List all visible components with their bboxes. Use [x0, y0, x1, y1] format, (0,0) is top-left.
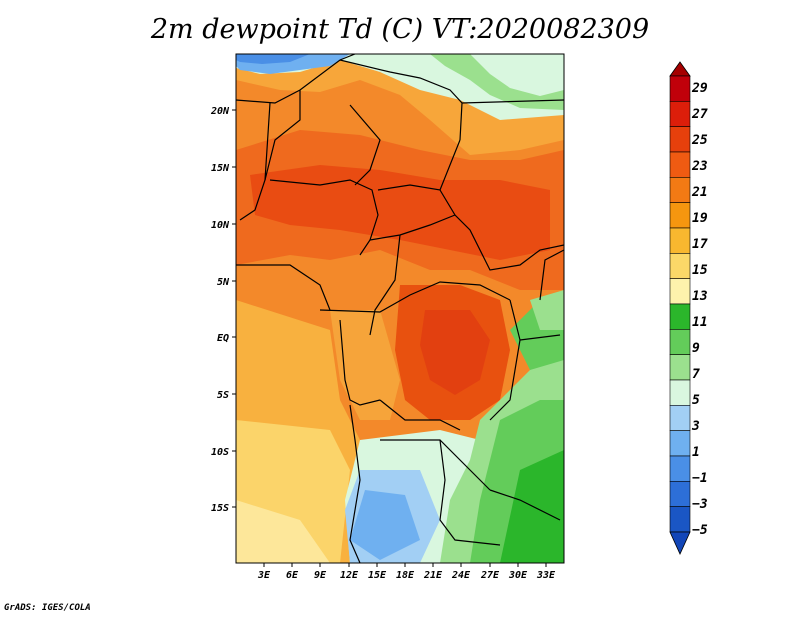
lon-label: 6E	[286, 570, 299, 581]
colorbar-cell	[669, 202, 691, 229]
country-borders	[236, 54, 564, 563]
colorbar-cell	[669, 101, 691, 127]
colorbar-label: 23	[691, 159, 708, 174]
colorbar-cell	[669, 430, 691, 457]
colorbar-label: −3	[692, 497, 708, 512]
colorbar-cell	[669, 75, 691, 102]
colorbar-label: 1	[692, 445, 700, 460]
lon-label: 18E	[396, 570, 415, 581]
lon-label: 27E	[480, 570, 500, 581]
lon-label: 15E	[368, 570, 387, 581]
colorbar-label: 17	[692, 237, 708, 252]
colorbar-label: 15	[692, 263, 708, 278]
lat-label: 15S	[211, 503, 229, 514]
colorbar-label: −1	[692, 471, 708, 486]
credit-label: GrADS: IGES/COLA	[4, 603, 91, 613]
colorbar-cell	[669, 354, 691, 381]
colorbar-label: 11	[692, 315, 708, 330]
colorbar-label: 25	[691, 133, 708, 148]
lat-label: 10N	[211, 220, 230, 231]
colorbar-cell	[669, 278, 691, 305]
colorbar-label: 7	[692, 367, 700, 382]
chart-title: 2m dewpoint Td (C) VT:2020082309	[150, 14, 650, 45]
colorbar-cell	[669, 303, 691, 330]
lat-label: 5S	[217, 390, 229, 401]
colorbar-cell	[669, 481, 691, 507]
colorbar-cell	[669, 455, 691, 482]
colorbar-cell	[669, 379, 691, 406]
colorbar-cell	[669, 227, 691, 254]
colorbar-top-arrow	[669, 61, 691, 77]
colorbar-cell	[669, 253, 691, 279]
lat-label: 10S	[211, 447, 229, 458]
lat-axis: 20N 15N 10N 5N EQ 5S 10S 15S	[210, 106, 236, 514]
lon-label: 3E	[257, 570, 271, 581]
lon-label: 30E	[508, 570, 528, 581]
dewpoint-field	[236, 54, 564, 563]
lon-label: 33E	[536, 570, 556, 581]
colorbar-cell	[669, 506, 691, 533]
lon-axis: 3E 6E 9E 12E 15E 18E 21E 24E 27E 30E 33E	[257, 563, 556, 581]
colorbar-label: −5	[692, 523, 708, 538]
colorbar-label: 27	[691, 107, 708, 122]
colorbar-label: 19	[692, 211, 708, 226]
lat-label: 5N	[217, 277, 230, 288]
colorbar-label: 3	[691, 419, 700, 434]
colorbar-label: 9	[692, 341, 700, 356]
colorbar: 29 27 25 23 21 19 17 15 13 11 9 7 5 3 1 …	[669, 61, 708, 555]
lat-label: EQ	[217, 333, 229, 344]
colorbar-label: 5	[692, 393, 700, 408]
colorbar-cell	[669, 177, 691, 203]
colorbar-label: 29	[691, 81, 708, 96]
colorbar-cell	[669, 329, 691, 355]
lon-label: 9E	[314, 570, 327, 581]
lat-label: 15N	[211, 163, 230, 174]
colorbar-bottom-arrow	[669, 531, 691, 555]
colorbar-cell	[669, 405, 691, 431]
lat-label: 20N	[210, 106, 230, 117]
map-frame	[235, 53, 565, 564]
lon-label: 12E	[340, 570, 359, 581]
lon-label: 21E	[423, 570, 443, 581]
colorbar-cell	[669, 126, 691, 153]
colorbar-cell	[669, 151, 691, 178]
colorbar-label: 21	[691, 185, 708, 200]
lon-label: 24E	[451, 570, 471, 581]
colorbar-label: 13	[692, 289, 708, 304]
